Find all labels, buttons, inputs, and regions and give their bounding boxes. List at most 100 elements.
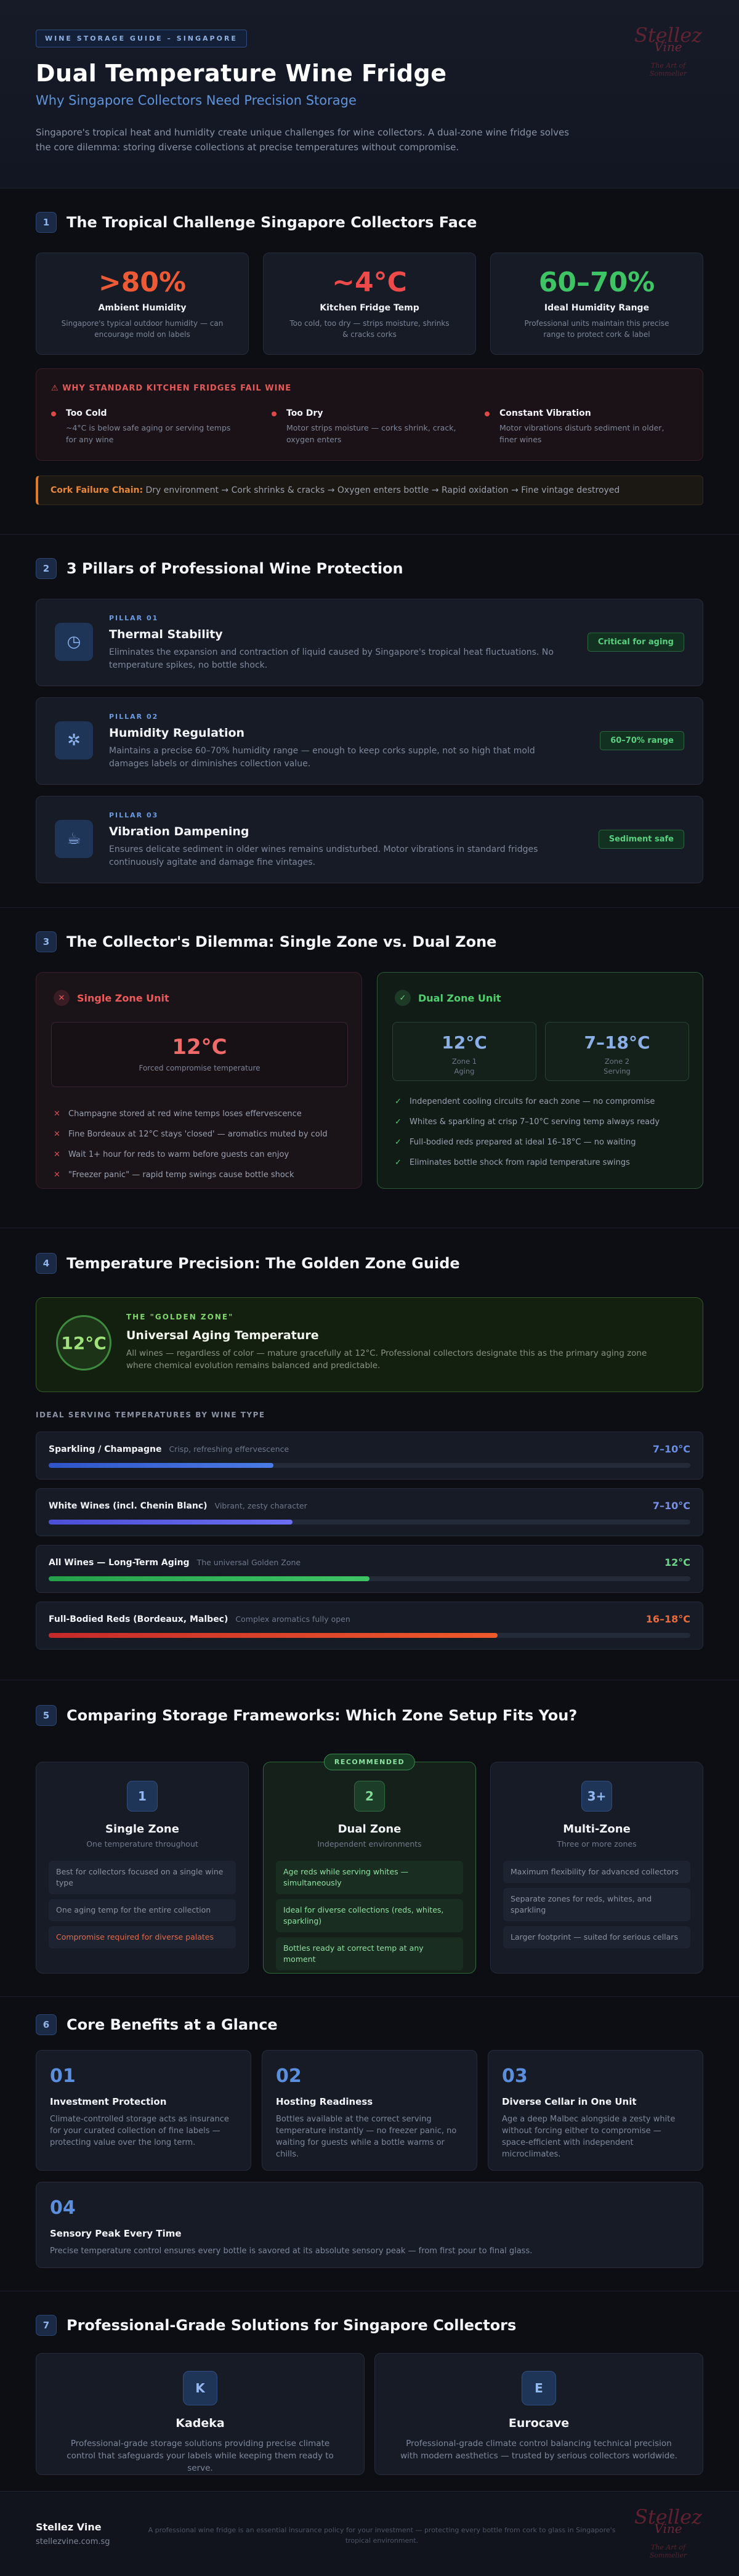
pillar-badge: Critical for aging (587, 633, 684, 652)
temp-bar-fill (49, 1633, 498, 1638)
stat-label: Kitchen Fridge Temp (320, 303, 419, 313)
golden-zone-card: 12°C THE "GOLDEN ZONE" Universal Aging T… (36, 1297, 703, 1392)
list-item: ✓ Full-bodied reds prepared at ideal 16–1… (395, 1136, 690, 1149)
x-icon: ✕ (54, 1109, 60, 1119)
pillar-desc: Ensures delicate sediment in older wines… (109, 844, 538, 867)
section-title: Core Benefits at a Glance (67, 2016, 278, 2033)
framework-subtitle: Three or more zones (557, 1839, 637, 1849)
pillar-tag: PILLAR 01 (109, 614, 159, 622)
temp-bar-fill (49, 1463, 273, 1468)
section-number: 2 (36, 558, 57, 579)
temp-bar-track (49, 1463, 690, 1468)
framework-point: Compromise required for diverse palates (49, 1926, 236, 1948)
pillar-badge: Sediment safe (598, 830, 684, 849)
zone-temp: 7–18°C (584, 1032, 650, 1053)
temp-bar-track (49, 1520, 690, 1525)
temp-label: Forced compromise temperature (139, 1064, 260, 1072)
wine-type: Full-Bodied Reds (Bordeaux, Malbec) (49, 1614, 228, 1624)
warning-title: ⚠ WHY STANDARD KITCHEN FRIDGES FAIL WINE (51, 384, 292, 393)
gear-icon: ✲ (55, 721, 93, 759)
temp-bar-track (49, 1633, 690, 1638)
brand-logo: Stellez Vine The Art of Sommelier (634, 25, 702, 84)
benefit-desc: Precise temperature control ensures ever… (50, 2246, 533, 2256)
pillar-desc: Eliminates the expansion and contraction… (109, 647, 554, 670)
wine-type: Sparkling / Champagne (49, 1444, 162, 1454)
failure-title: Too Cold (66, 408, 107, 418)
stat-card-humidity: >80% Ambient Humidity Singapore's typica… (36, 253, 249, 355)
section-number: 4 (36, 1253, 57, 1274)
bullet-dot (51, 411, 56, 416)
logo-script-2: Vine (654, 39, 682, 54)
section-tropical-challenge: 1 The Tropical Challenge Singapore Colle… (0, 188, 739, 535)
logo-script: Stellez (634, 23, 702, 47)
benefit-desc: Age a deep Malbec alongside a zesty whit… (502, 2115, 676, 2159)
section-title: The Collector's Dilemma: Single Zone vs.… (67, 933, 497, 950)
solution-desc: Professional-grade climate control balan… (400, 2439, 677, 2461)
failure-item: Too Dry Motor strips moisture — corks sh… (272, 408, 462, 445)
benefit-number: 03 (502, 2065, 528, 2087)
x-icon: ✕ (54, 1150, 60, 1159)
framework-card-dual: RECOMMENDED 2 Dual Zone Independent envi… (263, 1754, 476, 1974)
section-number: 1 (36, 212, 57, 233)
section-header: 5 Comparing Storage Frameworks: Which Zo… (36, 1705, 577, 1726)
page-subtitle: Why Singapore Collectors Need Precision … (36, 93, 357, 108)
serving-temps-heading: IDEAL SERVING TEMPERATURES BY WINE TYPE (36, 1411, 265, 1419)
section-header: 6 Core Benefits at a Glance (36, 2014, 278, 2035)
failure-desc: Motor strips moisture — corks shrink, cr… (286, 423, 456, 444)
logo-tagline: The Art of Sommelier (649, 2543, 687, 2559)
solution-desc: Professional-grade storage solutions pro… (67, 2439, 334, 2473)
failure-desc: ~4°C is below safe aging or serving temp… (66, 423, 231, 444)
serving-temp: 7–10°C (652, 1443, 690, 1455)
x-icon: ✕ (54, 1170, 60, 1180)
why-fridges-fail-panel: ⚠ WHY STANDARD KITCHEN FRIDGES FAIL WINE… (36, 368, 703, 461)
section-header: 1 The Tropical Challenge Singapore Colle… (36, 212, 477, 233)
brand-initial-icon: E (522, 2371, 556, 2405)
stat-desc: Singapore's typical outdoor humidity — c… (61, 319, 224, 339)
golden-title: Universal Aging Temperature (126, 1329, 319, 1342)
pillar-tag: PILLAR 03 (109, 811, 159, 819)
framework-point: Best for collectors focused on a single … (49, 1861, 236, 1894)
framework-subtitle: Independent environments (317, 1839, 422, 1849)
serving-temp: 16–18°C (645, 1613, 690, 1625)
framework-title: Dual Zone (337, 1823, 402, 1836)
temp-value: 12°C (172, 1035, 227, 1059)
chain-text: Dry environment → Cork shrinks & cracks … (145, 485, 620, 495)
footer: Stellez Vine stellezvine.com.sg A profes… (0, 2491, 739, 2576)
section-frameworks: 5 Comparing Storage Frameworks: Which Zo… (0, 1680, 739, 1997)
list-item: ✕ Champagne stored at red wine temps lose… (54, 1108, 349, 1120)
check-icon: ✓ (395, 1138, 402, 1147)
serving-row: Full-Bodied Reds (Bordeaux, Malbec) Compl… (36, 1602, 703, 1650)
benefit-desc: Climate-controlled storage acts as insur… (50, 2115, 229, 2147)
pillar-title: Humidity Regulation (109, 726, 245, 740)
issue-text: Wait 1+ hour for reds to warm before gue… (68, 1150, 289, 1159)
benefit-desc: Bottles available at the correct serving… (276, 2115, 457, 2159)
page-title: Dual Temperature Wine Fridge (36, 60, 447, 87)
footer-website-link[interactable]: stellezvine.com.sg (36, 2537, 110, 2546)
framework-point: Ideal for diverse collections (reds, whi… (276, 1899, 463, 1932)
framework-number: 2 (354, 1781, 385, 1812)
benefit-text: Full-bodied reds prepared at ideal 16–18… (410, 1138, 636, 1147)
section-header: 7 Professional-Grade Solutions for Singa… (36, 2315, 516, 2336)
framework-card-single: 1 Single Zone One temperature throughout… (36, 1762, 249, 1974)
issue-text: Champagne stored at red wine temps loses… (68, 1109, 302, 1119)
pillar-badge: 60–70% range (600, 731, 684, 750)
bullet-dot (272, 411, 277, 416)
benefit-card: 03 Diverse Cellar in One Unit Age a deep… (488, 2050, 703, 2171)
benefit-card: 04 Sensory Peak Every Time Precise tempe… (36, 2182, 703, 2268)
dual-zone-card: ✓ Dual Zone Unit 12°C Zone 1 Aging 7–18°C… (377, 972, 703, 1189)
serving-temp: 12°C (664, 1557, 690, 1568)
footer-disclaimer: A professional wine fridge is an essenti… (148, 2526, 616, 2545)
benefit-number: 04 (50, 2197, 76, 2219)
stat-desc: Too cold, too dry — strips moisture, shr… (289, 319, 450, 339)
list-item: ✕ "Freezer panic" — rapid temp swings cau… (54, 1169, 349, 1181)
benefit-title: Hosting Readiness (276, 2096, 373, 2107)
failure-title: Too Dry (286, 408, 323, 418)
section-number: 7 (36, 2315, 57, 2336)
section-number: 5 (36, 1705, 57, 1726)
issue-text: Fine Bordeaux at 12°C stays 'closed' — a… (68, 1130, 328, 1139)
stat-label: Ideal Humidity Range (544, 303, 650, 313)
solution-name: Kadeka (176, 2416, 225, 2430)
benefit-title: Investment Protection (50, 2096, 167, 2107)
zone-title-text: Single Zone Unit (77, 992, 169, 1004)
cork-failure-chain: Cork Failure Chain: Dry environment → Co… (36, 476, 703, 505)
